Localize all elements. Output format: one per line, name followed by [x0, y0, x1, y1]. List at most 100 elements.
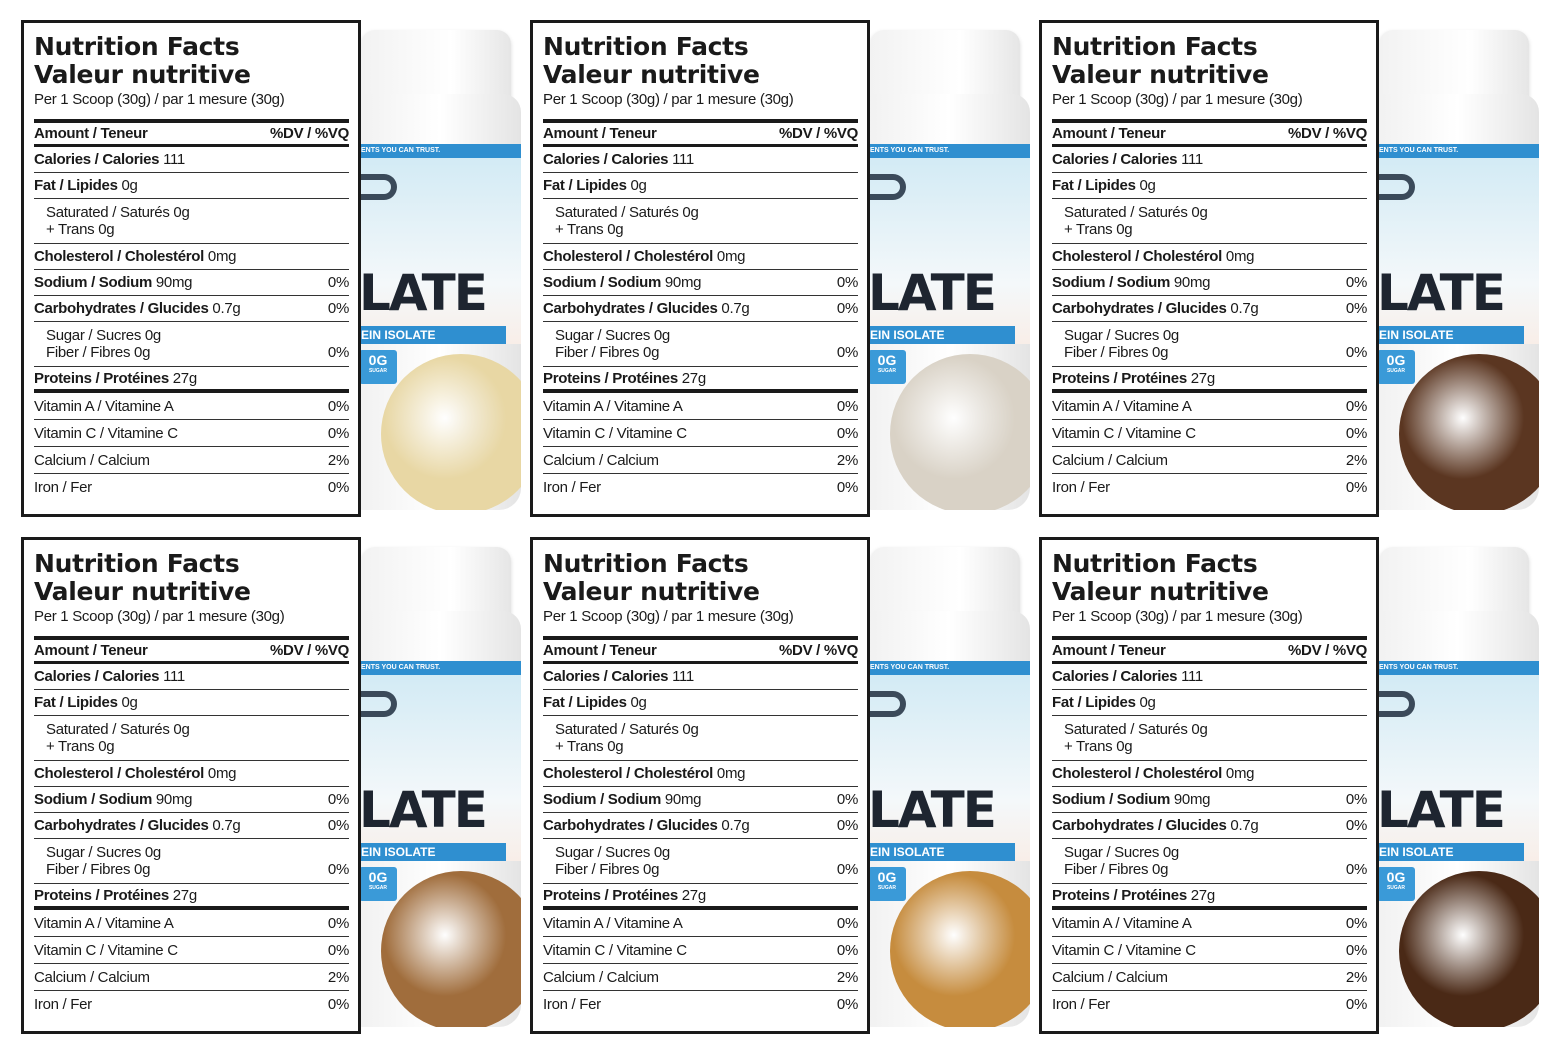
fat-breakdown: Saturated / Saturés 0g + Trans 0g — [34, 716, 349, 761]
dv-header: %DV / %VQ — [1288, 642, 1367, 659]
title-english: Nutrition Facts — [543, 32, 749, 61]
nutrient-row-fiber: Fiber / Fibres 0g 0% — [34, 344, 349, 361]
brand-logo-icon — [1375, 174, 1415, 200]
nutrient-amount: 0mg — [716, 248, 746, 265]
nutrient-amount: 0mg — [1225, 765, 1255, 782]
nutrient-dv: 0% — [1345, 996, 1367, 1013]
nutrient-name: Saturated / Saturés — [46, 721, 170, 738]
nutrient-name: Vitamin A / Vitamine A — [543, 397, 683, 415]
nutrient-name: Proteins / Protéines — [34, 886, 169, 904]
nutrient-name: Vitamin A / Vitamine A — [543, 914, 683, 932]
nutrient-row-sodium: Sodium / Sodium 90mg 0% — [1052, 270, 1367, 296]
nutrient-row-calories: Calories / Calories 111 — [1052, 147, 1367, 173]
nutrient-row-cholesterol: Cholesterol / Cholestérol 0mg — [1052, 244, 1367, 270]
nutrient-name: Fiber / Fibres — [1064, 344, 1149, 361]
nutrition-card: ENTS YOU CAN TRUST. LATE EIN ISOLATE 0G S… — [530, 20, 1030, 520]
fat-breakdown: Saturated / Saturés 0g + Trans 0g — [543, 716, 858, 761]
amount-header: Amount / Teneur — [1052, 125, 1166, 142]
nutrient-dv: 0% — [1345, 300, 1367, 317]
title-english: Nutrition Facts — [1052, 32, 1258, 61]
nutrition-facts-panel: Nutrition Facts Valeur nutritive Per 1 S… — [530, 537, 870, 1034]
nutrient-amount: 27g — [172, 886, 197, 904]
nutrient-dv: 0% — [836, 861, 858, 878]
nutrient-row-sodium: Sodium / Sodium 90mg 0% — [34, 270, 349, 296]
nutrient-amount: 111 — [163, 668, 185, 685]
nutrition-card: ENTS YOU CAN TRUST. LATE EIN ISOLATE 0G S… — [21, 20, 521, 520]
nutrient-name: Carbohydrates / Glucides — [1052, 817, 1227, 834]
nutrient-amount: 0g — [173, 721, 190, 738]
nutrient-dv: 0% — [1345, 424, 1367, 442]
nutrient-dv: 0% — [836, 791, 858, 808]
nutrient-name: Sodium / Sodium — [543, 274, 661, 291]
serving-size: Per 1 Scoop (30g) / par 1 mesure (30g) — [543, 91, 794, 108]
nutrient-dv: 2% — [327, 968, 349, 986]
nutrition-facts-panel: Nutrition Facts Valeur nutritive Per 1 S… — [530, 20, 870, 517]
carb-breakdown: Sugar / Sucres 0g Fiber / Fibres 0g 0% — [1052, 839, 1367, 884]
nutrient-row-cholesterol: Cholesterol / Cholestérol 0mg — [34, 761, 349, 787]
nutrient-row-protein: Proteins / Protéines 27g — [34, 884, 349, 910]
nutrient-amount: 90mg — [155, 274, 193, 291]
nutrient-row-fiber: Fiber / Fibres 0g 0% — [1052, 344, 1367, 361]
nutrient-amount: 0mg — [207, 248, 237, 265]
nutrient-dv: 0% — [327, 941, 349, 959]
nutrient-name: Calcium / Calcium — [34, 451, 150, 469]
header-row: Amount / Teneur %DV / %VQ — [543, 123, 858, 147]
nutrient-amount: 0g — [653, 844, 670, 861]
nutrient-row-fiber: Fiber / Fibres 0g 0% — [34, 861, 349, 878]
nutrient-row-iron: Iron / Fer 0% — [1052, 474, 1367, 501]
zero-sugar-badge: 0G SUGAR — [1377, 350, 1415, 384]
nutrient-dv: 0% — [836, 397, 858, 415]
tub-body: ENTS YOU CAN TRUST. LATE EIN ISOLATE 0G S… — [341, 611, 521, 1027]
zero-sugar-badge: 0G SUGAR — [1377, 867, 1415, 901]
nutrient-amount: 0.7g — [721, 817, 750, 834]
nutrient-row-protein: Proteins / Protéines 27g — [1052, 884, 1367, 910]
nutrient-row-iron: Iron / Fer 0% — [1052, 991, 1367, 1018]
nutrient-name: Proteins / Protéines — [543, 886, 678, 904]
nutrient-dv: 2% — [1345, 451, 1367, 469]
header-row: Amount / Teneur %DV / %VQ — [34, 640, 349, 664]
nutrient-amount: 0g — [121, 177, 138, 194]
carb-breakdown: Sugar / Sucres 0g Fiber / Fibres 0g 0% — [1052, 322, 1367, 367]
nutrient-name: Calcium / Calcium — [1052, 968, 1168, 986]
product-tub-image: ENTS YOU CAN TRUST. LATE EIN ISOLATE 0G S… — [321, 547, 521, 1027]
nutrition-card: ENTS YOU CAN TRUST. LATE EIN ISOLATE 0G S… — [21, 537, 521, 1037]
nutrient-row-vitamin_c: Vitamin C / Vitamine C 0% — [543, 420, 858, 447]
nutrient-row-saturated: Saturated / Saturés 0g — [1052, 721, 1367, 738]
nutrient-amount: 0g — [1162, 327, 1179, 344]
nutrient-amount: 27g — [681, 369, 706, 387]
nutrient-dv: 0% — [327, 817, 349, 834]
zero-sugar-badge: 0G SUGAR — [359, 867, 397, 901]
flavor-image — [381, 871, 521, 1027]
nutrient-dv: 0% — [1345, 274, 1367, 291]
nutrient-amount: 90mg — [155, 791, 193, 808]
nutrient-amount: 0g — [1191, 721, 1208, 738]
nutrient-amount: 0mg — [207, 765, 237, 782]
nutrient-name: Sodium / Sodium — [34, 274, 152, 291]
nutrient-row-iron: Iron / Fer 0% — [34, 991, 349, 1018]
nutrient-row-vitamin_c: Vitamin C / Vitamine C 0% — [543, 937, 858, 964]
fat-breakdown: Saturated / Saturés 0g + Trans 0g — [1052, 199, 1367, 244]
header-row: Amount / Teneur %DV / %VQ — [1052, 123, 1367, 147]
nutrient-row-sodium: Sodium / Sodium 90mg 0% — [1052, 787, 1367, 813]
zero-sugar-badge: 0G SUGAR — [359, 350, 397, 384]
nutrient-amount: 0g — [1162, 844, 1179, 861]
nutrient-row-carbs: Carbohydrates / Glucides 0.7g 0% — [543, 813, 858, 839]
tub-lid — [870, 30, 1020, 100]
nutrient-name: Fat / Lipides — [543, 694, 627, 711]
tub-tagline: ENTS YOU CAN TRUST. — [341, 661, 521, 675]
nutrient-name: Fiber / Fibres — [555, 344, 640, 361]
nutrient-row-fat: Fat / Lipides 0g — [1052, 173, 1367, 199]
nutrient-amount: 90mg — [664, 791, 702, 808]
tub-lid — [361, 30, 511, 100]
tub-tagline: ENTS YOU CAN TRUST. — [1359, 661, 1539, 675]
nutrient-amount: 0.7g — [212, 300, 241, 317]
fat-breakdown: Saturated / Saturés 0g + Trans 0g — [1052, 716, 1367, 761]
nutrient-amount: 27g — [681, 886, 706, 904]
nutrient-name: Fiber / Fibres — [1064, 861, 1149, 878]
tub-body: ENTS YOU CAN TRUST. LATE EIN ISOLATE 0G S… — [341, 94, 521, 510]
flavor-image — [890, 354, 1030, 510]
nutrient-name: + Trans — [1064, 221, 1113, 238]
nutrient-row-sugar: Sugar / Sucres 0g — [1052, 327, 1367, 344]
carb-breakdown: Sugar / Sucres 0g Fiber / Fibres 0g 0% — [34, 839, 349, 884]
tub-brand-text: LATE — [868, 264, 997, 322]
